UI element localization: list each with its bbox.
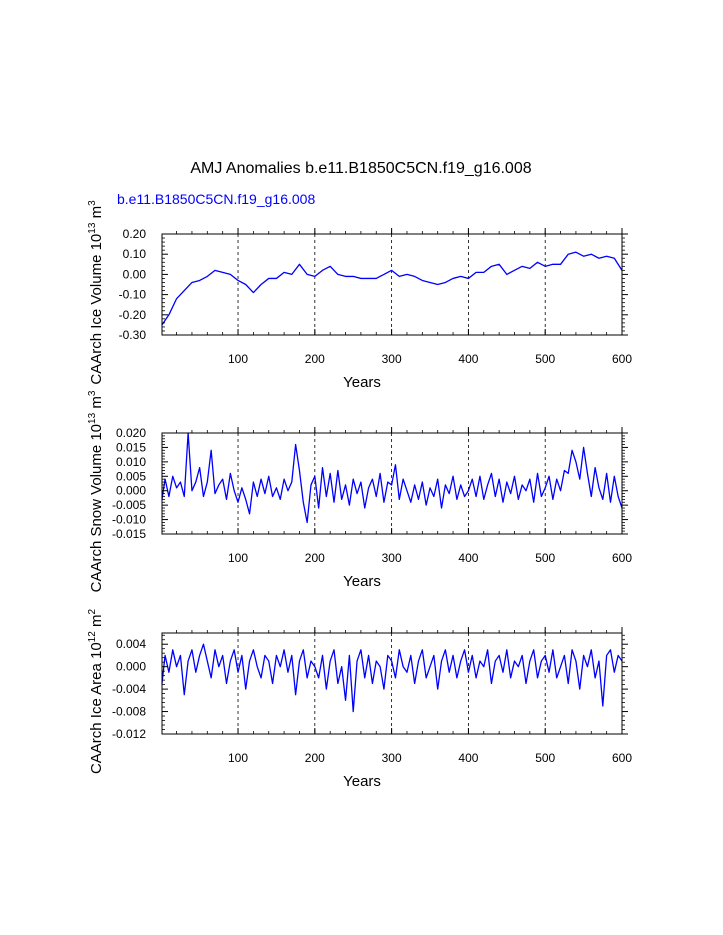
- y-tick-label: 0.000: [116, 484, 146, 498]
- x-tick-label: 100: [228, 551, 248, 565]
- y-axis-label: CAArch Ice Area 1012 m2: [87, 609, 105, 775]
- x-axis-label: Years: [343, 374, 381, 391]
- x-tick-label: 200: [305, 751, 325, 765]
- x-tick-label: 400: [458, 751, 478, 765]
- y-tick-label: -0.10: [119, 288, 147, 302]
- x-tick-label: 200: [305, 551, 325, 565]
- y-tick-label: -0.005: [112, 498, 146, 512]
- x-tick-label: 300: [382, 751, 402, 765]
- y-tick-label: 0.00: [123, 267, 147, 281]
- x-tick-label: 400: [458, 352, 478, 366]
- y-axis-label: CAArch Ice Volume 1013 m3: [87, 200, 105, 385]
- series-line: [161, 643, 623, 713]
- y-tick-label: 0.004: [116, 637, 146, 651]
- series-line: [161, 251, 623, 326]
- y-tick-label: -0.30: [119, 328, 147, 342]
- x-tick-label: 500: [535, 751, 555, 765]
- x-tick-label: 600: [612, 352, 632, 366]
- y-tick-label: -0.012: [112, 727, 146, 741]
- x-tick-label: 200: [305, 352, 325, 366]
- panel-snow-volume: 100 200 300 400 500 600-0.015-0.010-0.0050.00…: [87, 390, 632, 592]
- x-axis-label: Years: [343, 573, 381, 590]
- y-tick-label: 0.020: [116, 426, 146, 440]
- y-tick-label: 0.000: [116, 660, 146, 674]
- x-tick-label: 100: [228, 352, 248, 366]
- y-tick-label: 0.10: [123, 247, 147, 261]
- y-tick-label: -0.015: [112, 527, 146, 541]
- y-tick-label: 0.20: [123, 227, 147, 241]
- y-tick-label: 0.015: [116, 440, 146, 454]
- y-tick-label: 0.005: [116, 469, 146, 483]
- x-tick-label: 500: [535, 551, 555, 565]
- y-tick-label: -0.008: [112, 705, 146, 719]
- y-tick-label: -0.004: [112, 682, 146, 696]
- series-line: [161, 432, 623, 524]
- panel-ice-volume: 100 200 300 400 500 600 -0.30 -0.20 -0.10 0.00 0.1…: [87, 200, 632, 391]
- x-tick-label: 600: [612, 751, 632, 765]
- panel-ice-area: 100 200 300 400 500 600 -0.012 -0.008 -0.004 0.00…: [87, 609, 632, 790]
- page-title: AMJ Anomalies b.e11.B1850C5CN.f19_g16.00…: [190, 160, 531, 177]
- x-tick-label: 600: [612, 551, 632, 565]
- x-axis-label: Years: [343, 773, 381, 790]
- case-label: b.e11.B1850C5CN.f19_g16.008: [117, 191, 315, 207]
- y-tick-label: -0.010: [112, 513, 146, 527]
- y-tick-label: 0.010: [116, 455, 146, 469]
- x-tick-label: 500: [535, 352, 555, 366]
- x-tick-label: 400: [458, 551, 478, 565]
- y-axis-label: CAArch Snow Volume 1013 m3: [87, 390, 105, 592]
- x-tick-label: 100: [228, 751, 248, 765]
- x-tick-label: 300: [382, 551, 402, 565]
- x-tick-label: 300: [382, 352, 402, 366]
- y-tick-label: -0.20: [119, 308, 147, 322]
